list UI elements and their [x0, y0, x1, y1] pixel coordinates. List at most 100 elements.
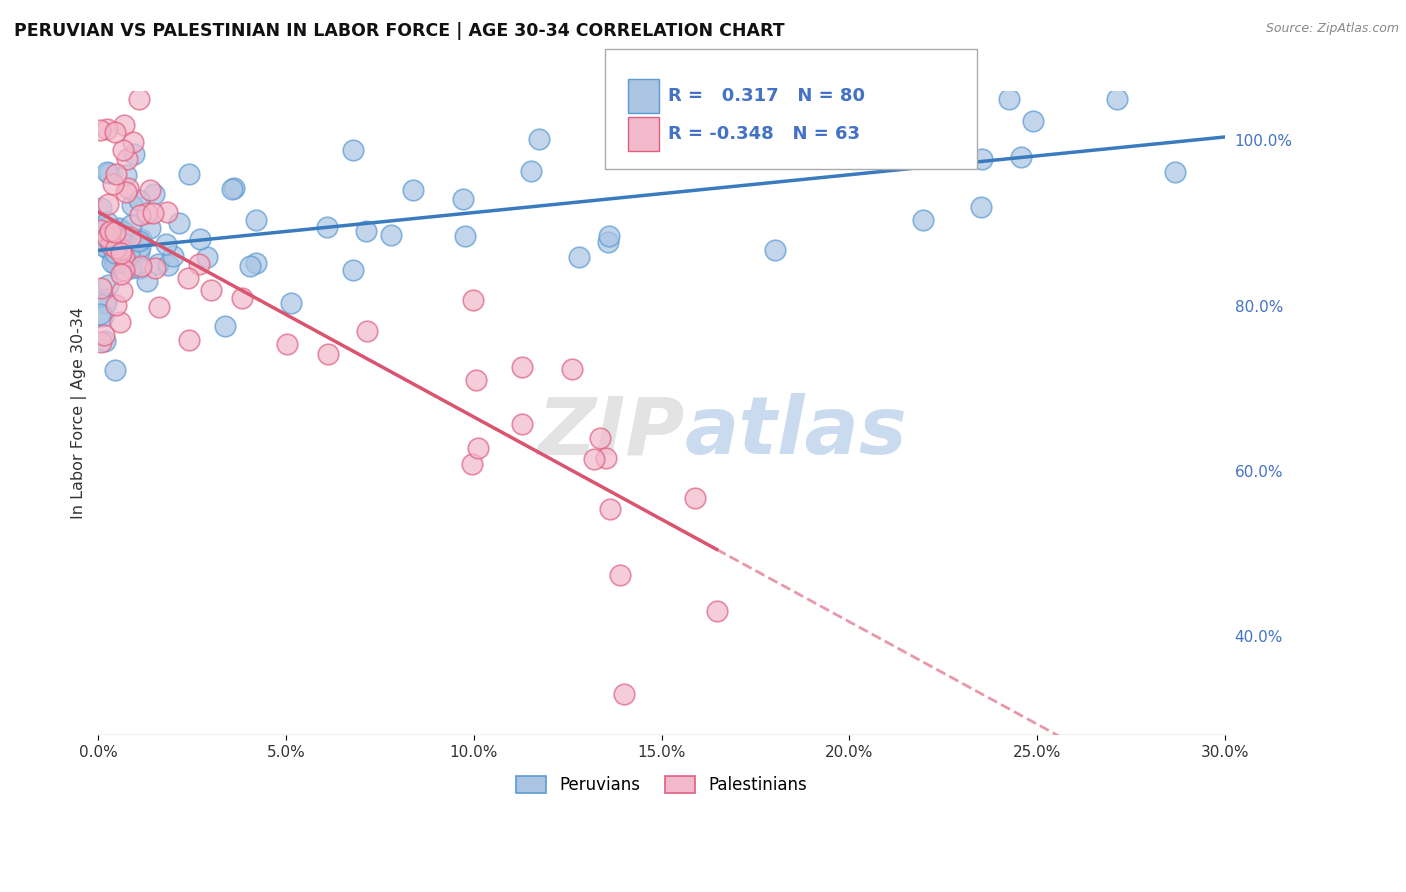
Point	[589, 431, 612, 445]
Point	[561, 362, 583, 376]
Point	[142, 206, 165, 220]
Point	[121, 135, 143, 149]
Text: ZIP: ZIP	[537, 393, 685, 471]
Point	[200, 284, 222, 298]
Point	[94, 296, 117, 310]
Point	[177, 334, 200, 348]
Point	[609, 568, 631, 582]
Point	[467, 442, 489, 456]
Point	[188, 232, 211, 246]
Point	[89, 122, 111, 136]
Text: PERUVIAN VS PALESTINIAN IN LABOR FORCE | AGE 30-34 CORRELATION CHART: PERUVIAN VS PALESTINIAN IN LABOR FORCE |…	[14, 22, 785, 40]
Point	[1164, 165, 1187, 179]
Point	[148, 301, 170, 315]
Point	[111, 143, 134, 157]
Text: atlas: atlas	[685, 393, 907, 471]
Point	[103, 249, 125, 263]
Point	[177, 168, 200, 182]
Point	[454, 229, 477, 244]
Point	[932, 137, 955, 152]
Point	[117, 181, 139, 195]
Point	[90, 281, 112, 295]
Point	[245, 256, 267, 270]
Point	[912, 212, 935, 227]
Point	[90, 223, 112, 237]
Point	[94, 334, 117, 348]
Point	[187, 257, 209, 271]
Point	[118, 248, 141, 262]
Point	[122, 147, 145, 161]
Point	[683, 491, 706, 505]
Point	[156, 205, 179, 219]
Point	[146, 257, 169, 271]
Point	[128, 193, 150, 207]
Point	[582, 452, 605, 467]
Point	[461, 457, 484, 471]
Point	[104, 257, 127, 271]
Point	[112, 263, 135, 277]
Point	[98, 225, 121, 239]
Point	[142, 187, 165, 202]
Point	[93, 328, 115, 343]
Point	[380, 227, 402, 242]
Point	[276, 337, 298, 351]
Point	[101, 255, 124, 269]
Point	[114, 168, 136, 182]
Point	[91, 310, 114, 324]
Point	[112, 234, 135, 248]
Y-axis label: In Labor Force | Age 30-34: In Labor Force | Age 30-34	[72, 307, 87, 519]
Point	[139, 221, 162, 235]
Point	[128, 234, 150, 248]
Point	[568, 250, 591, 264]
Point	[177, 270, 200, 285]
Point	[90, 335, 112, 350]
Point	[135, 205, 157, 219]
Point	[139, 182, 162, 196]
Point	[105, 298, 128, 312]
Point	[115, 186, 138, 200]
Point	[94, 292, 117, 306]
Point	[97, 197, 120, 211]
Point	[1010, 150, 1032, 164]
Point	[599, 501, 621, 516]
Point	[598, 229, 620, 244]
Point	[162, 249, 184, 263]
Point	[221, 182, 243, 196]
Point	[195, 250, 218, 264]
Point	[104, 124, 127, 138]
Point	[354, 224, 377, 238]
Point	[315, 220, 337, 235]
Point	[465, 373, 488, 387]
Point	[100, 238, 122, 252]
Point	[1022, 114, 1045, 128]
Point	[129, 261, 152, 276]
Point	[96, 215, 118, 229]
Point	[96, 122, 118, 136]
Point	[101, 177, 124, 191]
Point	[245, 213, 267, 227]
Point	[108, 315, 131, 329]
Point	[529, 132, 551, 146]
Point	[121, 198, 143, 212]
Point	[763, 243, 786, 257]
Point	[970, 152, 993, 166]
Point	[96, 229, 118, 244]
Point	[214, 319, 236, 334]
Point	[128, 92, 150, 106]
Point	[110, 242, 132, 256]
Point	[356, 324, 378, 338]
Point	[231, 292, 253, 306]
Point	[222, 181, 245, 195]
Point	[128, 245, 150, 260]
Point	[120, 230, 142, 244]
Point	[110, 267, 132, 281]
Point	[143, 261, 166, 276]
Point	[451, 192, 474, 206]
Point	[512, 360, 534, 375]
Point	[112, 118, 135, 132]
Point	[120, 218, 142, 232]
Point	[280, 295, 302, 310]
Point	[596, 235, 619, 250]
Point	[97, 277, 120, 292]
Legend: Peruvians, Palestinians: Peruvians, Palestinians	[509, 769, 814, 801]
